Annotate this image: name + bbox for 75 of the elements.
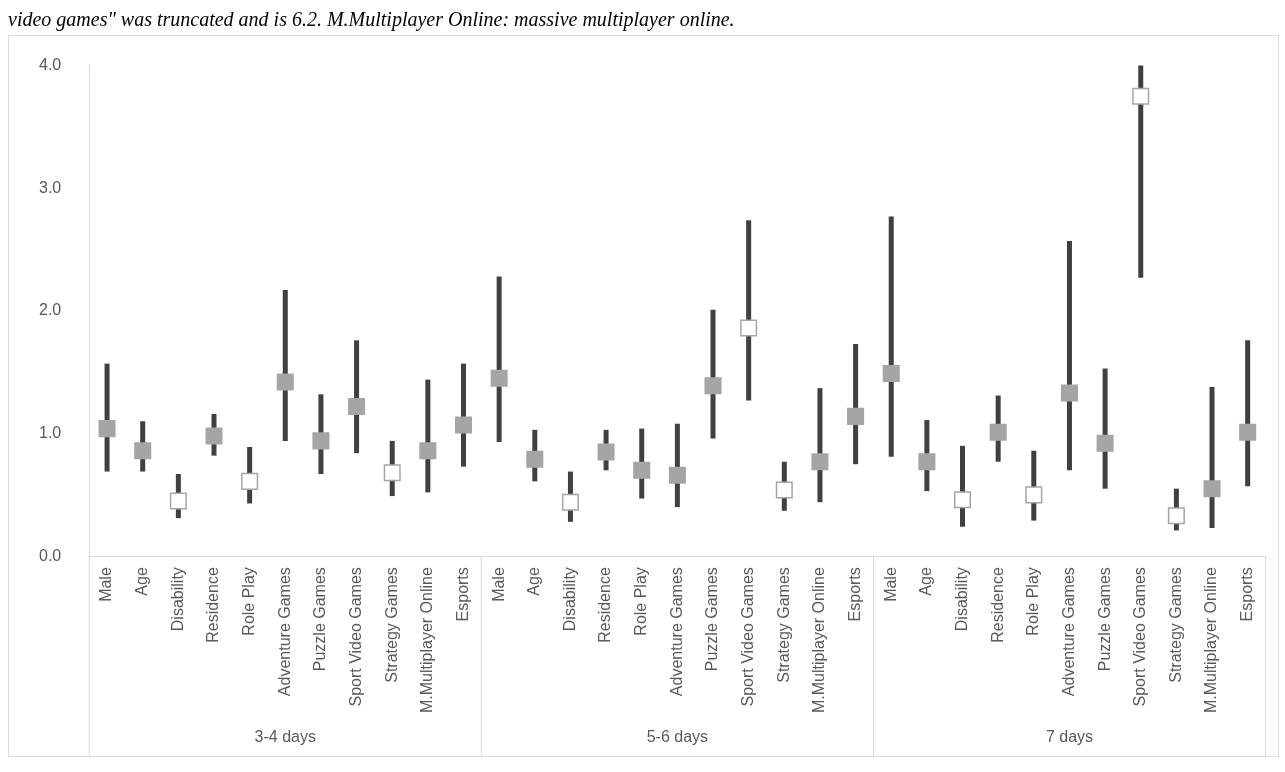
point: [954, 491, 972, 509]
y-tick-label: 3.0: [38, 178, 62, 196]
point: [1167, 507, 1185, 525]
point: [918, 453, 936, 471]
x-tick-label: Adventure Games: [1059, 567, 1077, 697]
x-tick-label: Puzzle Games: [311, 567, 329, 672]
x-tick-label: Adventure Games: [667, 567, 685, 697]
x-tick-label: Puzzle Games: [1095, 567, 1113, 672]
x-tick-label: Sport Video Games: [739, 567, 757, 707]
x-tick-label: Age: [917, 567, 935, 596]
x-tick-label: Age: [525, 567, 543, 596]
point: [882, 364, 900, 382]
point: [312, 432, 330, 450]
point: [561, 493, 579, 511]
point: [1203, 480, 1221, 498]
x-tick-label: Residence: [988, 567, 1006, 643]
point: [454, 416, 473, 434]
point: [205, 427, 223, 445]
x-tick-label: Disability: [168, 567, 186, 632]
point: [419, 442, 437, 460]
y-tick-label: 0.0: [38, 546, 62, 564]
text: 3-4 days: [254, 728, 316, 746]
point: [490, 369, 508, 387]
text: video games" was truncated and is 6.2. M.Multiplayer Online: massive multiplayer online.: [8, 8, 736, 31]
x-tick-label: Age: [133, 567, 151, 596]
text: 7 days: [1045, 728, 1094, 746]
y-tick-label: 2.0: [38, 301, 62, 319]
x-tick-label: Disability: [952, 567, 970, 632]
point: [276, 373, 294, 391]
y-tick-label: 1.0: [38, 423, 62, 441]
x-tick-label: Residence: [204, 567, 222, 643]
x-tick-label: Esports: [846, 567, 863, 622]
point: [597, 443, 615, 461]
x-tick-label: M.Multiplayer Online: [1202, 567, 1220, 713]
x-tick-label: Adventure Games: [275, 567, 293, 697]
x-tick-label: M.Multiplayer Online: [418, 567, 436, 713]
x-tick-label: Disability: [560, 567, 578, 632]
x-tick-label: Esports: [1238, 567, 1256, 622]
point: [775, 481, 793, 499]
x-tick-label: Male: [881, 567, 899, 602]
x-tick-label: Male: [97, 567, 115, 602]
x-tick-label: Sport Video Games: [346, 567, 364, 707]
point: [134, 442, 152, 460]
point: [633, 461, 651, 479]
point: [1025, 486, 1043, 504]
point: [740, 319, 758, 337]
point: [1096, 434, 1114, 452]
point: [989, 423, 1007, 441]
point: [98, 420, 116, 438]
text: 5-6 days: [646, 728, 709, 746]
point: [847, 407, 865, 425]
x-tick-label: Strategy Games: [382, 567, 400, 683]
x-tick-label: Strategy Games: [774, 567, 792, 683]
x-tick-label: Sport Video Games: [1131, 567, 1149, 707]
point: [1132, 87, 1150, 105]
y-tick-label: 4.0: [38, 56, 62, 74]
x-tick-label: Role Play: [632, 567, 650, 636]
x-tick-label: Role Play: [1024, 567, 1042, 636]
x-tick-label: M.Multiplayer Online: [810, 567, 828, 713]
point: [668, 466, 686, 484]
x-tick-label: Strategy Games: [1166, 567, 1184, 683]
x-tick-label: Male: [489, 567, 507, 602]
x-tick-label: Role Play: [240, 567, 258, 636]
point: [383, 464, 401, 482]
point: [811, 453, 829, 471]
point: [241, 472, 259, 490]
x-tick-label: Residence: [596, 567, 614, 643]
point: [1239, 423, 1257, 441]
point: [169, 492, 187, 510]
x-tick-label: Puzzle Games: [703, 567, 721, 672]
point: [348, 398, 366, 416]
point: [704, 377, 722, 395]
point: [526, 450, 544, 468]
point: [1060, 384, 1078, 402]
x-tick-label: Esports: [453, 567, 471, 622]
